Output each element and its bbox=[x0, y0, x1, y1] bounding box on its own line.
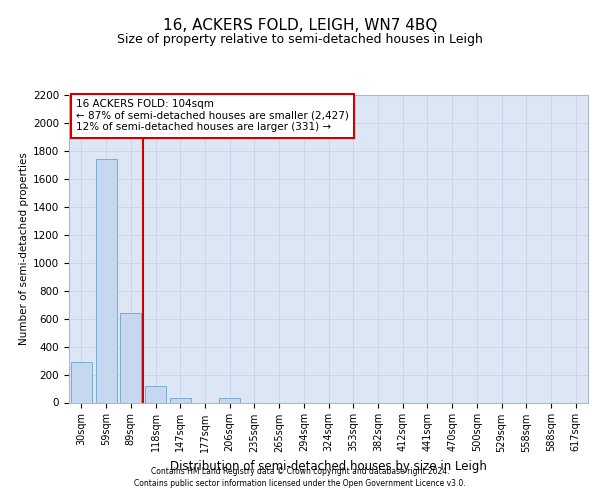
Text: 16, ACKERS FOLD, LEIGH, WN7 4BQ: 16, ACKERS FOLD, LEIGH, WN7 4BQ bbox=[163, 18, 437, 32]
Bar bbox=[71, 362, 92, 403]
Bar bbox=[95, 160, 116, 402]
Text: Size of property relative to semi-detached houses in Leigh: Size of property relative to semi-detach… bbox=[117, 32, 483, 46]
Text: Contains HM Land Registry data © Crown copyright and database right 2024.
Contai: Contains HM Land Registry data © Crown c… bbox=[134, 466, 466, 487]
X-axis label: Distribution of semi-detached houses by size in Leigh: Distribution of semi-detached houses by … bbox=[170, 460, 487, 473]
Bar bbox=[219, 398, 240, 402]
Bar bbox=[145, 386, 166, 402]
Bar bbox=[120, 313, 141, 402]
Bar bbox=[170, 398, 191, 402]
Y-axis label: Number of semi-detached properties: Number of semi-detached properties bbox=[19, 152, 29, 345]
Text: 16 ACKERS FOLD: 104sqm
← 87% of semi-detached houses are smaller (2,427)
12% of : 16 ACKERS FOLD: 104sqm ← 87% of semi-det… bbox=[76, 99, 349, 132]
